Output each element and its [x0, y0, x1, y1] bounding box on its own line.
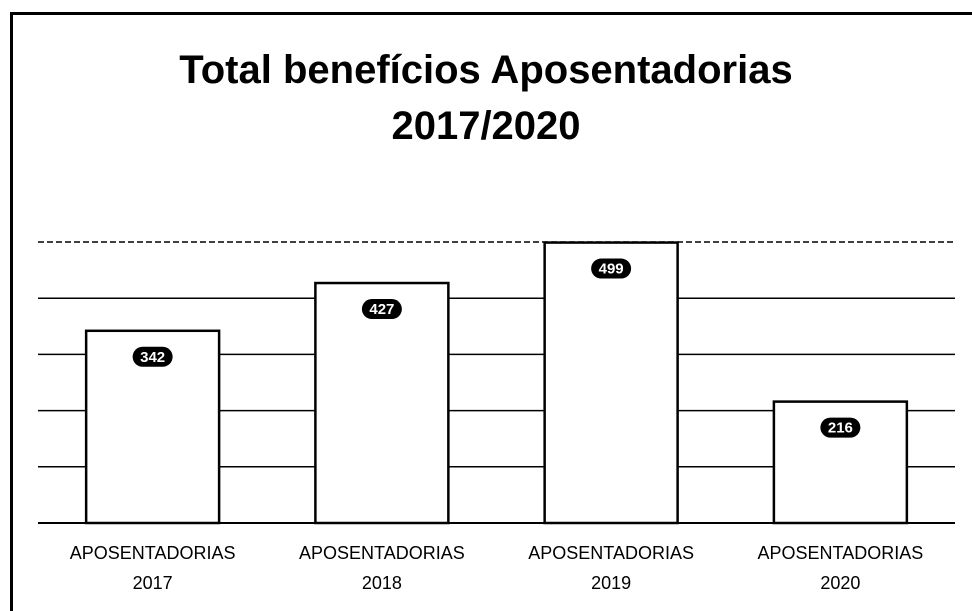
data-label: 499 — [599, 261, 624, 278]
data-label-bg — [132, 346, 173, 367]
data-label: 427 — [369, 301, 394, 318]
data-label: 342 — [140, 349, 165, 366]
data-label-bg — [361, 299, 402, 320]
bar — [314, 281, 450, 525]
data-label-bg — [591, 258, 632, 279]
frame — [10, 12, 972, 611]
data-label-bg — [820, 417, 861, 438]
x-tick-label: APOSENTADORIAS 2017 — [69, 543, 236, 593]
data-label: 216 — [828, 420, 853, 437]
x-tick-label: APOSENTADORIAS 2018 — [299, 543, 465, 593]
x-tick-label: APOSENTADORIAS 2019 — [528, 543, 694, 593]
bar — [543, 241, 679, 525]
x-tick-label: APOSENTADORIAS 2020 — [757, 543, 924, 593]
chart-title: Total benefícios Aposentadorias 2017/202… — [179, 48, 793, 148]
